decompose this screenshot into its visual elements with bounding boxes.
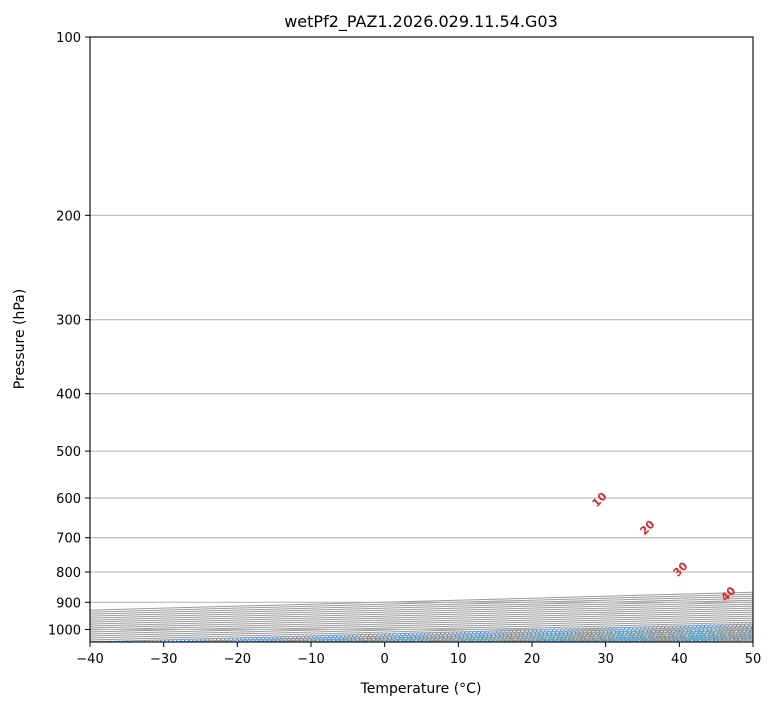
isotherm-line xyxy=(752,641,753,642)
y-axis: 100 200 300 400 500 600 700 800 900 1000 xyxy=(48,31,90,638)
isotherm-line xyxy=(90,599,753,619)
isotherm-line xyxy=(163,625,753,642)
isotherm-line xyxy=(90,615,753,635)
mixing-ratio-line xyxy=(572,636,753,642)
moist-adiabat-line xyxy=(296,628,753,642)
isotherm-line xyxy=(531,635,753,642)
x-axis-label: Temperature (°C) xyxy=(360,681,482,697)
isotherm-line xyxy=(90,603,753,623)
moist-adiabat-label: 20 xyxy=(637,517,657,537)
moist-adiabat-line xyxy=(473,633,753,642)
moist-adiabat-line xyxy=(438,632,753,642)
moist-adiabat-line xyxy=(689,639,753,642)
dry-adiabats xyxy=(188,625,753,642)
x-tick-label: 50 xyxy=(745,652,762,667)
moist-adiabat-line xyxy=(260,627,753,642)
isotherm-line xyxy=(90,601,753,621)
isotherm-line xyxy=(90,617,753,637)
dry-adiabat-line xyxy=(412,631,753,642)
isotherm-line xyxy=(90,591,753,611)
x-tick-label: −40 xyxy=(76,652,103,667)
y-tick-label: 900 xyxy=(56,596,81,611)
moist-adiabat-line xyxy=(403,631,753,642)
moist-adiabat-line xyxy=(332,629,753,642)
isotherms xyxy=(90,591,753,642)
dry-adiabat-line xyxy=(711,640,753,642)
y-tick-label: 1000 xyxy=(48,623,81,638)
x-tick-label: −30 xyxy=(150,652,177,667)
isotherm-line xyxy=(90,613,753,633)
isotherm-line xyxy=(90,623,753,642)
isotherm-line xyxy=(90,621,753,641)
isotherm-line xyxy=(90,619,753,639)
dry-adiabat-line xyxy=(562,636,753,642)
moist-adiabat-line xyxy=(367,630,753,642)
isotherm-line xyxy=(679,639,753,642)
moist-adiabat-label: 30 xyxy=(671,559,691,579)
x-tick-label: 0 xyxy=(381,652,389,667)
isotherm-line xyxy=(605,637,753,642)
plot-frame xyxy=(89,36,754,643)
plot-area: -100-90-80-70-60-50-40-30-20-1000.10.20.… xyxy=(90,37,753,642)
x-tick-label: 40 xyxy=(671,652,688,667)
x-tick-label: 10 xyxy=(450,652,467,667)
mixing-ratio-line xyxy=(131,624,753,642)
x-axis: −40 −30 −20 −10 0 10 20 30 40 50 xyxy=(76,642,761,667)
isotherm-line xyxy=(90,597,753,617)
moist-adiabat-line xyxy=(509,634,753,642)
dry-adiabat-line xyxy=(487,633,753,642)
y-tick-label: 100 xyxy=(56,31,81,46)
moist-adiabats xyxy=(260,627,753,642)
reference-line-labels: -100-90-80-70-60-50-40-30-20-1000.10.20.… xyxy=(590,490,739,605)
isotherm-line xyxy=(90,611,753,631)
isotherm-line xyxy=(90,609,753,629)
isotherm-line xyxy=(458,633,753,642)
mixing-ratio-line xyxy=(546,635,753,642)
isotherm-line xyxy=(310,629,753,642)
moist-adiabat-label: 10 xyxy=(590,490,610,510)
isotherm-line xyxy=(90,605,753,625)
moist-adiabat-line xyxy=(725,640,753,642)
isotherm-line xyxy=(237,627,753,642)
y-tick-label: 300 xyxy=(56,314,81,329)
moist-adiabat-line xyxy=(652,638,753,642)
isotherm-line xyxy=(384,631,753,642)
pressure-gridlines xyxy=(90,37,753,630)
moist-adiabat-line xyxy=(544,635,753,642)
dry-adiabat-line xyxy=(263,627,753,642)
isotherm-line xyxy=(90,607,753,627)
x-tick-label: 30 xyxy=(597,652,614,667)
isotherm-line xyxy=(90,595,753,615)
moist-adiabat-line xyxy=(616,637,753,642)
y-tick-label: 200 xyxy=(56,209,81,224)
chart-title: wetPf2_PAZ1.2026.029.11.54.G03 xyxy=(284,12,558,32)
dry-adiabat-line xyxy=(188,625,753,642)
y-tick-label: 500 xyxy=(56,445,81,460)
y-axis-label: Pressure (hPa) xyxy=(12,289,28,389)
dry-adiabat-line xyxy=(636,638,753,642)
y-tick-label: 800 xyxy=(56,566,81,581)
moist-adiabat-line xyxy=(580,636,753,642)
y-tick-label: 700 xyxy=(56,532,81,547)
x-tick-label: 20 xyxy=(524,652,541,667)
x-tick-label: −10 xyxy=(297,652,324,667)
dry-adiabat-line xyxy=(338,629,753,642)
y-tick-label: 400 xyxy=(56,388,81,403)
x-tick-label: −20 xyxy=(224,652,251,667)
y-tick-label: 600 xyxy=(56,492,81,507)
isotherm-line xyxy=(90,593,753,613)
